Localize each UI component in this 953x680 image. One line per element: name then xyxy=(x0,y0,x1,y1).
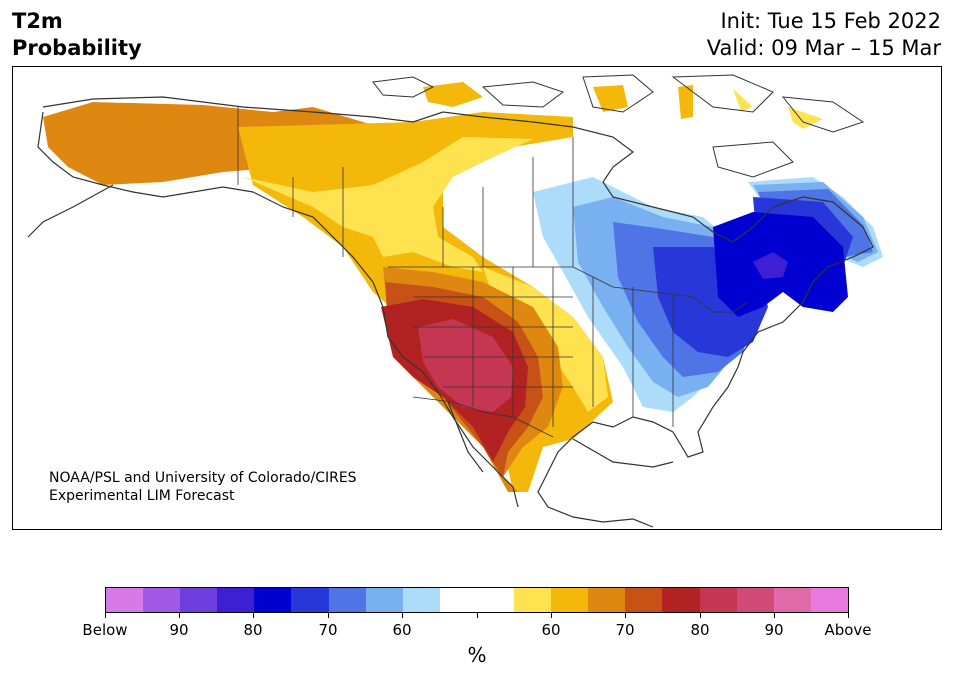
gold-patch-arctic-1 xyxy=(423,82,483,107)
indigo-region xyxy=(753,252,788,279)
colorbar-label: 60 xyxy=(541,621,561,639)
yellow-region xyxy=(243,137,608,412)
colorbar-tick xyxy=(105,613,106,618)
gold-patch-arctic-5 xyxy=(788,107,823,129)
coastlines xyxy=(27,96,874,528)
credit-line1: NOAA/PSL and University of Colorado/CIRE… xyxy=(49,470,357,486)
source-credit: NOAA/PSL and University of Colorado/CIRE… xyxy=(49,469,357,505)
init-date: Init: Tue 15 Feb 2022 xyxy=(720,9,941,33)
colorbar-tick xyxy=(179,613,180,618)
map-canvas xyxy=(27,74,883,528)
colorbar-swatch xyxy=(143,588,181,612)
colorbar-tick xyxy=(477,613,478,618)
map-subtitle: Init: Tue 15 Feb 2022 Valid: 09 Mar – 15… xyxy=(707,8,941,62)
colorbar-label-below: Below xyxy=(82,621,128,639)
colorbar-swatch xyxy=(810,588,848,612)
colorbar-tick xyxy=(774,613,775,618)
probability-map xyxy=(12,66,942,530)
colorbar-swatch xyxy=(217,588,255,612)
map-title: T2m Probability xyxy=(12,8,142,62)
colorbar-swatch xyxy=(551,588,589,612)
gold-patch-arctic-3 xyxy=(678,85,693,119)
gold-patch-arctic-4 xyxy=(733,89,753,111)
colorbar-swatch xyxy=(106,588,144,612)
colorbar-tick xyxy=(848,613,849,618)
colorbar-label: 90 xyxy=(764,621,784,639)
colorbar-swatch xyxy=(476,588,515,612)
colorbar-swatch xyxy=(588,588,626,612)
gold-patch-arctic-2 xyxy=(593,85,628,112)
colorbar-swatch xyxy=(625,588,663,612)
crimson-region-southwest xyxy=(418,319,513,412)
colorbar-tick xyxy=(551,613,552,618)
colorbar-tick xyxy=(700,613,701,618)
colorbar-label: 80 xyxy=(690,621,710,639)
colorbar-swatch xyxy=(439,588,477,612)
colorbar-swatch xyxy=(180,588,218,612)
colorbar-tick xyxy=(328,613,329,618)
political-borders xyxy=(237,107,749,438)
colorbar-swatch xyxy=(662,588,700,612)
colorbar-swatch xyxy=(291,588,329,612)
map-title-line1: T2m xyxy=(12,9,63,33)
colorbar-tick xyxy=(253,613,254,618)
colorbar-label: 60 xyxy=(392,621,412,639)
colorbar-tick xyxy=(625,613,626,618)
arctic-islands xyxy=(372,74,865,178)
colorbar-swatch xyxy=(254,588,292,612)
colorbar-label: 80 xyxy=(243,621,263,639)
colorbar-label: 70 xyxy=(615,621,635,639)
map-title-line2: Probability xyxy=(12,36,142,60)
colorbar xyxy=(105,587,849,613)
colorbar-tick xyxy=(402,613,403,618)
colorbar-swatch xyxy=(736,588,774,612)
colorbar-unit: % xyxy=(467,643,487,667)
colorbar-swatch xyxy=(402,588,440,612)
colorbar-label: 90 xyxy=(169,621,189,639)
colorbar-swatch xyxy=(773,588,811,612)
colorbar-swatch xyxy=(328,588,366,612)
credit-line2: Experimental LIM Forecast xyxy=(49,488,235,504)
colorbar-label: 70 xyxy=(318,621,338,639)
colorbar-label-above: Above xyxy=(824,621,872,639)
colorbar-swatch xyxy=(365,588,403,612)
colorbar-swatch xyxy=(514,588,552,612)
colorbar-swatch xyxy=(699,588,737,612)
valid-date: Valid: 09 Mar – 15 Mar xyxy=(706,36,941,60)
